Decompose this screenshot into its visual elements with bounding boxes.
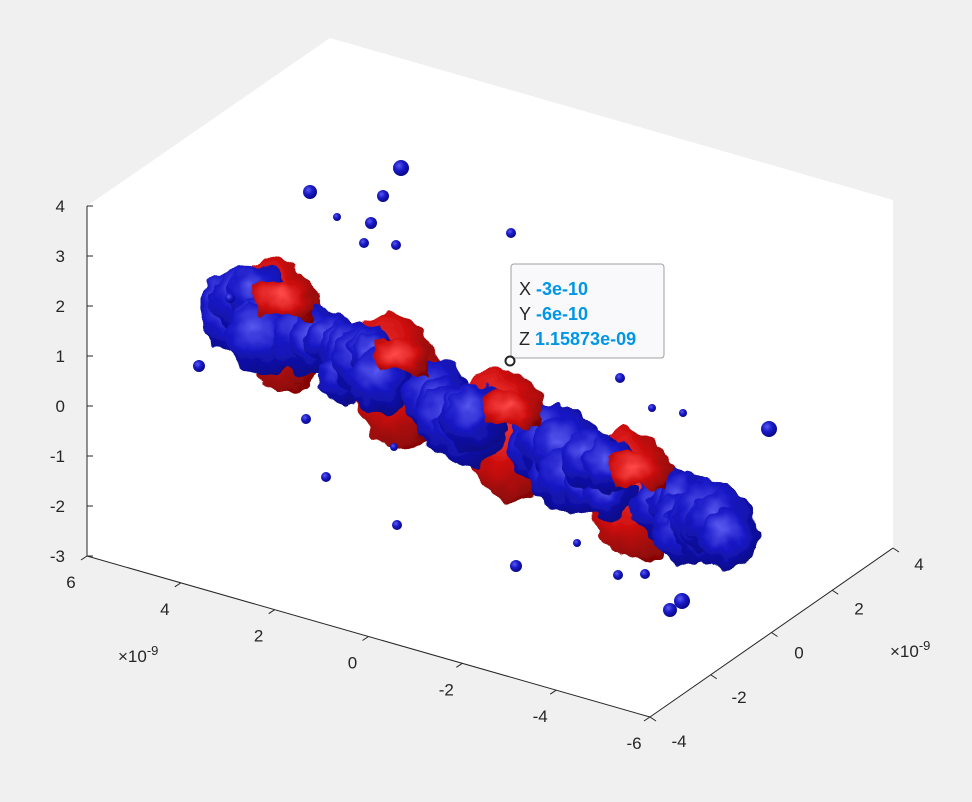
y-axis-ticks: -4 -2 0 2 4 xyxy=(649,547,924,751)
negative-blob xyxy=(333,213,341,221)
x-tick-label: 4 xyxy=(160,600,169,619)
positive-fringe xyxy=(608,452,670,494)
negative-blob xyxy=(393,160,409,176)
z-tick-label: 0 xyxy=(56,397,65,416)
y-tick-label: 2 xyxy=(854,599,863,618)
x-tick-mark xyxy=(268,609,275,615)
negative-blob xyxy=(391,240,401,250)
x-axis-ticks: 6 4 2 0 -2 -4 -6 xyxy=(66,555,651,753)
negative-blob xyxy=(761,421,777,437)
negative-blob xyxy=(663,603,677,617)
positive-fringe xyxy=(481,391,544,433)
datatip[interactable]: X -3e-10 Y -6e-10 Z 1.15873e-09 xyxy=(504,263,665,367)
z-tick-label: 1 xyxy=(56,347,65,366)
x-tick-mark xyxy=(456,662,463,668)
negative-blob xyxy=(679,409,687,417)
x-tick-label: 0 xyxy=(348,654,357,673)
negative-blob xyxy=(506,228,516,238)
negative-blob xyxy=(225,293,235,303)
y-tick-mark xyxy=(649,716,657,722)
z-tick-label: 3 xyxy=(56,247,65,266)
negative-blob xyxy=(392,520,402,530)
x-tick-label: -2 xyxy=(439,680,454,699)
negative-blob xyxy=(613,570,623,580)
negative-blob xyxy=(359,238,369,248)
positive-fringe xyxy=(254,280,317,323)
y-tick-label: 0 xyxy=(794,644,803,663)
negative-blob xyxy=(303,185,317,199)
negative-blob xyxy=(365,217,377,229)
x-tick-label: -4 xyxy=(533,707,548,726)
z-tick-label: -3 xyxy=(50,547,65,566)
y-tick-mark xyxy=(892,547,900,553)
y-tick-mark xyxy=(771,632,778,637)
negative-blob xyxy=(193,360,205,372)
x-tick-label: -6 xyxy=(626,734,641,753)
negative-blob xyxy=(573,539,581,547)
x-tick-label: 6 xyxy=(66,573,75,592)
y-tick-mark xyxy=(831,589,839,595)
negative-blob xyxy=(321,472,331,482)
z-tick-label: 2 xyxy=(56,297,65,316)
negative-blob xyxy=(301,414,311,424)
negative-blob xyxy=(640,569,650,579)
datatip-z-row: Z 1.15873e-09 xyxy=(519,329,636,349)
negative-blob xyxy=(674,593,690,609)
y-tick-label: 4 xyxy=(914,555,923,574)
x-tick-mark xyxy=(362,636,369,641)
tube-body xyxy=(201,257,761,569)
z-tick-label: -1 xyxy=(50,447,65,466)
datatip-marker[interactable] xyxy=(504,355,516,367)
x-tick-label: 2 xyxy=(254,627,263,646)
datatip-box xyxy=(510,263,665,359)
y-tick-label: -2 xyxy=(731,688,746,707)
positive-fringe xyxy=(370,337,433,379)
x-axis-exponent: ×10-9 xyxy=(118,643,158,666)
negative-lobe xyxy=(699,507,761,569)
isosurface xyxy=(193,160,777,617)
negative-blob xyxy=(377,190,389,202)
y-tick-label: -4 xyxy=(671,732,686,751)
z-axis-ticks: 4 3 2 1 0 -1 -2 -3 xyxy=(50,197,93,566)
y-tick-mark xyxy=(710,674,718,680)
x-tick-mark xyxy=(174,582,182,588)
negative-blob xyxy=(510,560,522,572)
negative-blob xyxy=(615,373,625,383)
y-axis-exponent: ×10-9 xyxy=(890,638,930,661)
x-tick-mark xyxy=(549,689,557,695)
z-tick-label: -2 xyxy=(50,497,65,516)
x-tick-mark xyxy=(643,716,651,722)
x-tick-mark xyxy=(80,555,88,561)
datatip-y-row: Y -6e-10 xyxy=(519,304,588,324)
z-tick-label: 4 xyxy=(56,197,65,216)
negative-blob xyxy=(648,404,656,412)
negative-blob xyxy=(390,443,398,451)
datatip-x-row: X -3e-10 xyxy=(519,279,588,299)
